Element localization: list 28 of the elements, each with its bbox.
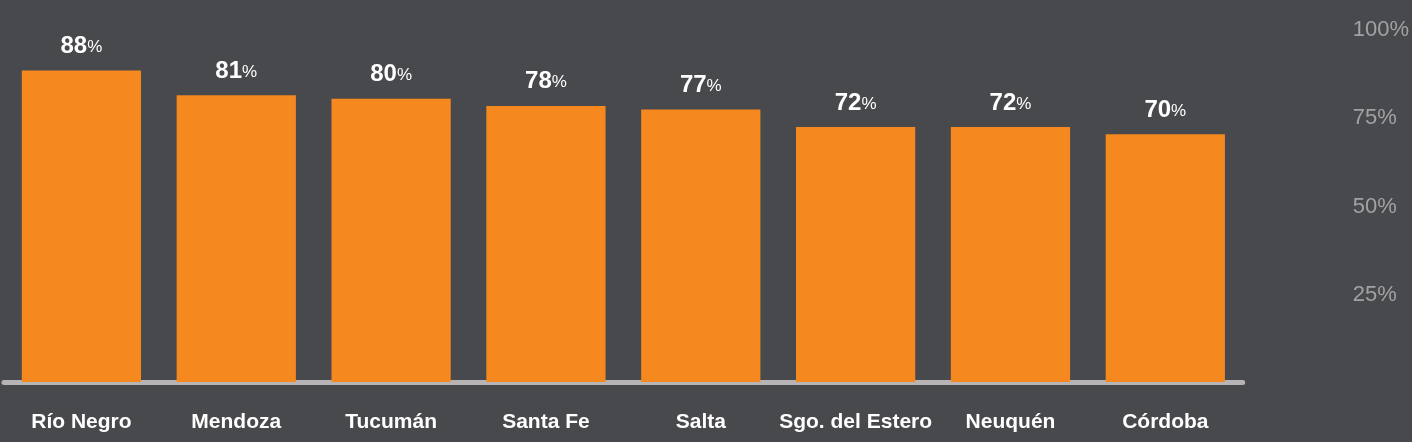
y-tick-label: 25% [1352, 281, 1397, 306]
x-tick-label: Río Negro [31, 409, 132, 432]
bar [950, 127, 1071, 382]
x-tick-label: Neuquén [965, 409, 1056, 432]
bar [486, 105, 606, 382]
data-label: 77% [679, 69, 722, 97]
x-tick-label: Córdoba [1122, 409, 1209, 432]
x-tick-label: Tucumán [345, 409, 437, 432]
bar [641, 109, 761, 382]
x-tick-label: Mendoza [191, 409, 282, 432]
bar [796, 127, 916, 382]
data-label: 88% [60, 30, 103, 58]
data-label: 78% [525, 66, 567, 94]
x-tick-label: Sgo. del Estero [779, 409, 933, 432]
y-tick-label: 75% [1352, 104, 1397, 129]
data-label: 72% [834, 87, 877, 115]
y-tick-label: 50% [1352, 192, 1397, 218]
bar [1105, 134, 1225, 382]
x-tick-label: Santa Fe [502, 409, 590, 432]
bar [21, 70, 142, 382]
data-label: 81% [215, 55, 258, 83]
data-label: 70% [1144, 94, 1187, 122]
data-label: 80% [370, 59, 413, 87]
bar [176, 95, 296, 382]
data-label: 72% [989, 87, 1032, 115]
bar [331, 98, 451, 382]
x-tick-label: Salta [675, 409, 727, 432]
y-tick-label: 100% [1352, 15, 1410, 41]
